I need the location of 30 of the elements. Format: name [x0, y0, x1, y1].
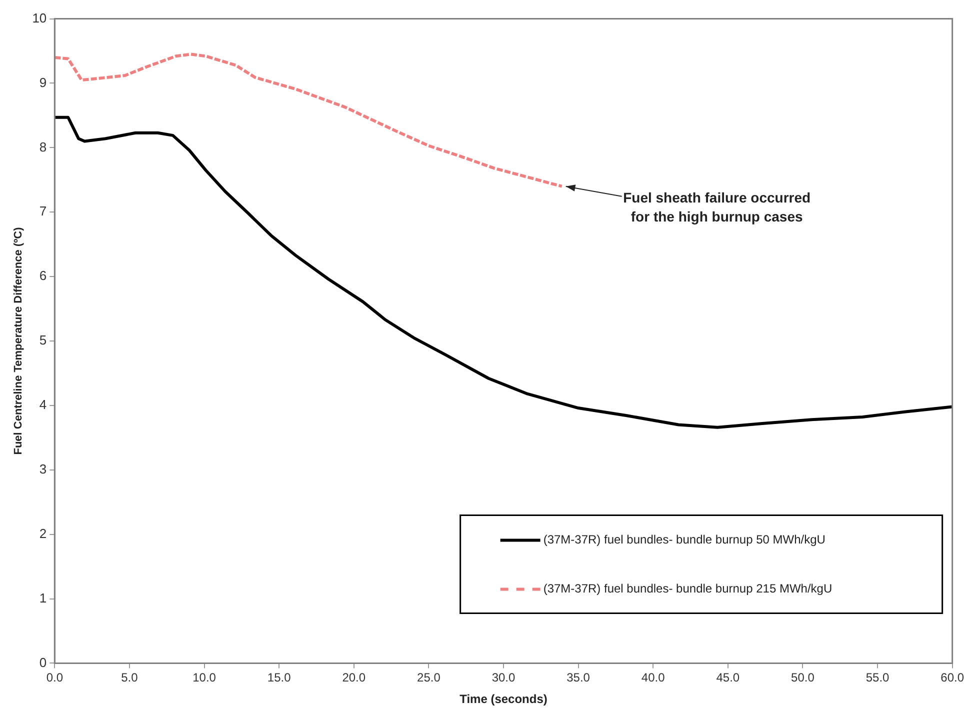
y-axis-title: Fuel Centreline Temperature Difference (ºC): [12, 226, 25, 455]
annotation: Fuel sheath failure occurred for the high burnup cases: [623, 190, 811, 225]
y-tick-label: 1: [39, 590, 47, 606]
x-tick-label: 30.0: [492, 670, 516, 685]
x-tick-label: 45.0: [716, 670, 740, 685]
x-tick-label: 20.0: [342, 670, 366, 685]
y-tick-label: 0: [39, 654, 47, 670]
x-tick-label: 35.0: [566, 670, 590, 685]
y-tick-label: 8: [39, 139, 47, 154]
line-series: [54, 52, 564, 188]
y-tick-label: 6: [39, 268, 47, 284]
x-tick-label: 55.0: [866, 670, 890, 685]
y-tick-label: 2: [39, 526, 47, 541]
legend-label: (37M-37R) fuel bundles- bundle burnup 50 MWh/kgU: [543, 532, 826, 547]
x-tick-label: 0.0: [46, 670, 64, 685]
legend-label: (37M-37R) fuel bundles- bundle burnup 215 MWh/kgU: [543, 582, 832, 596]
y-tick-label: 10: [32, 10, 47, 26]
x-tick-label: 25.0: [417, 670, 441, 685]
y-tick-label: 4: [39, 397, 47, 412]
x-tick-label: 5.0: [121, 670, 138, 685]
x-tick-label: 50.0: [791, 670, 815, 685]
y-tick-label: 7: [39, 204, 47, 219]
x-axis-title: Time (seconds): [460, 692, 548, 706]
y-tick-label: 3: [39, 461, 47, 476]
y-tick-label: 5: [39, 332, 47, 348]
x-tick-label: 10.0: [192, 670, 216, 685]
y-tick-label: 9: [39, 74, 47, 90]
x-tick-label: 60.0: [940, 670, 964, 685]
x-tick-label: 15.0: [267, 670, 292, 685]
x-tick-label: 40.0: [641, 670, 666, 685]
